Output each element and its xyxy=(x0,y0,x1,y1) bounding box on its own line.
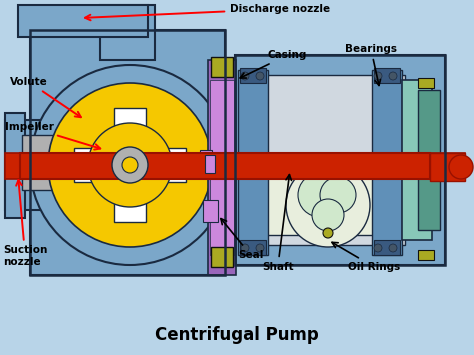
Circle shape xyxy=(449,155,473,179)
Text: Oil Rings: Oil Rings xyxy=(332,242,400,272)
Bar xyxy=(114,148,146,182)
Circle shape xyxy=(389,244,397,252)
Bar xyxy=(235,55,445,265)
Circle shape xyxy=(312,199,344,231)
Text: Casing: Casing xyxy=(240,50,307,78)
Bar xyxy=(240,68,266,83)
Bar xyxy=(205,155,215,173)
Bar xyxy=(200,150,212,175)
Bar xyxy=(203,200,218,222)
Bar xyxy=(210,80,234,255)
Bar xyxy=(418,78,434,88)
Bar xyxy=(5,153,465,179)
Bar xyxy=(374,240,400,255)
Bar xyxy=(238,70,268,255)
Bar xyxy=(208,60,236,275)
Circle shape xyxy=(30,65,230,265)
Bar xyxy=(74,148,186,182)
Circle shape xyxy=(286,163,370,247)
Circle shape xyxy=(88,123,172,207)
Text: Suction
nozzle: Suction nozzle xyxy=(3,180,47,267)
Bar xyxy=(211,247,233,267)
Circle shape xyxy=(241,72,249,80)
Bar xyxy=(20,153,430,179)
Circle shape xyxy=(256,72,264,80)
Bar xyxy=(430,153,465,181)
Text: Volute: Volute xyxy=(10,77,81,117)
Circle shape xyxy=(374,72,382,80)
Bar xyxy=(30,30,225,275)
Bar xyxy=(402,80,432,240)
Bar xyxy=(18,5,148,37)
Bar xyxy=(211,57,233,77)
Circle shape xyxy=(323,228,333,238)
Circle shape xyxy=(374,244,382,252)
Text: Discharge nozzle: Discharge nozzle xyxy=(85,4,330,20)
Circle shape xyxy=(298,173,342,217)
Bar xyxy=(30,30,225,275)
Bar xyxy=(5,113,25,218)
Circle shape xyxy=(241,244,249,252)
Bar xyxy=(245,75,405,245)
Text: Shaft: Shaft xyxy=(262,175,293,272)
Text: Bearings: Bearings xyxy=(345,44,397,86)
Circle shape xyxy=(320,177,356,213)
Bar xyxy=(22,135,57,190)
Bar xyxy=(100,5,155,60)
Bar xyxy=(418,250,434,260)
Bar xyxy=(235,55,445,265)
Text: Centrifugal Pump: Centrifugal Pump xyxy=(155,326,319,344)
Bar xyxy=(240,240,266,255)
Circle shape xyxy=(389,72,397,80)
Bar xyxy=(114,108,146,222)
Circle shape xyxy=(122,157,138,173)
Circle shape xyxy=(48,83,212,247)
Bar xyxy=(5,120,55,210)
Bar xyxy=(372,70,402,255)
Text: Seal: Seal xyxy=(221,219,264,260)
Circle shape xyxy=(256,244,264,252)
Bar xyxy=(418,90,440,230)
Text: Impeller: Impeller xyxy=(5,122,100,149)
Bar xyxy=(255,155,400,235)
Circle shape xyxy=(112,147,148,183)
Bar xyxy=(374,68,400,83)
